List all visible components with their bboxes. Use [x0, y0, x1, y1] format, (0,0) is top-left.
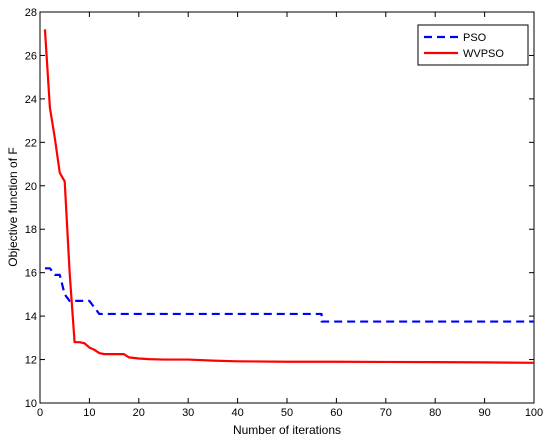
y-tick-label: 18 — [25, 224, 37, 236]
x-axis-ticks: 0 10 20 30 40 50 60 70 80 90 100 — [37, 12, 543, 419]
x-tick-label: 50 — [281, 407, 293, 419]
y-axis-ticks: 10 12 14 16 18 20 22 24 26 28 — [25, 7, 534, 410]
y-tick-label: 16 — [25, 268, 37, 280]
y-tick-label: 28 — [25, 7, 37, 19]
y-tick-label: 26 — [25, 50, 37, 62]
x-tick-label: 100 — [525, 407, 543, 419]
x-tick-label: 90 — [478, 407, 490, 419]
x-tick-label: 20 — [133, 407, 145, 419]
x-tick-label: 70 — [380, 407, 392, 419]
x-tick-label: 40 — [231, 407, 243, 419]
x-tick-label: 80 — [429, 407, 441, 419]
x-tick-label: 10 — [83, 407, 95, 419]
x-axis-label: Number of iterations — [233, 423, 341, 437]
y-tick-label: 20 — [25, 181, 37, 193]
legend-label: PSO — [463, 32, 487, 44]
legend-box — [417, 24, 529, 66]
plot-area — [39, 11, 535, 404]
x-tick-label: 0 — [37, 407, 43, 419]
series-lines — [43, 29, 535, 364]
y-tick-label: 10 — [25, 398, 37, 410]
series-line-pso — [44, 267, 534, 323]
y-tick-label: 14 — [25, 311, 37, 323]
series-line-wvpso — [43, 29, 535, 364]
y-tick-label: 24 — [25, 94, 37, 106]
y-tick-label: 22 — [25, 137, 37, 149]
x-tick-label: 30 — [182, 407, 194, 419]
x-tick-label: 60 — [330, 407, 342, 419]
legend: PSO WVPSO — [417, 24, 529, 66]
y-tick-label: 12 — [25, 355, 37, 367]
y-axis-label: Objective function of F — [6, 147, 20, 266]
legend-label: WVPSO — [463, 48, 504, 60]
